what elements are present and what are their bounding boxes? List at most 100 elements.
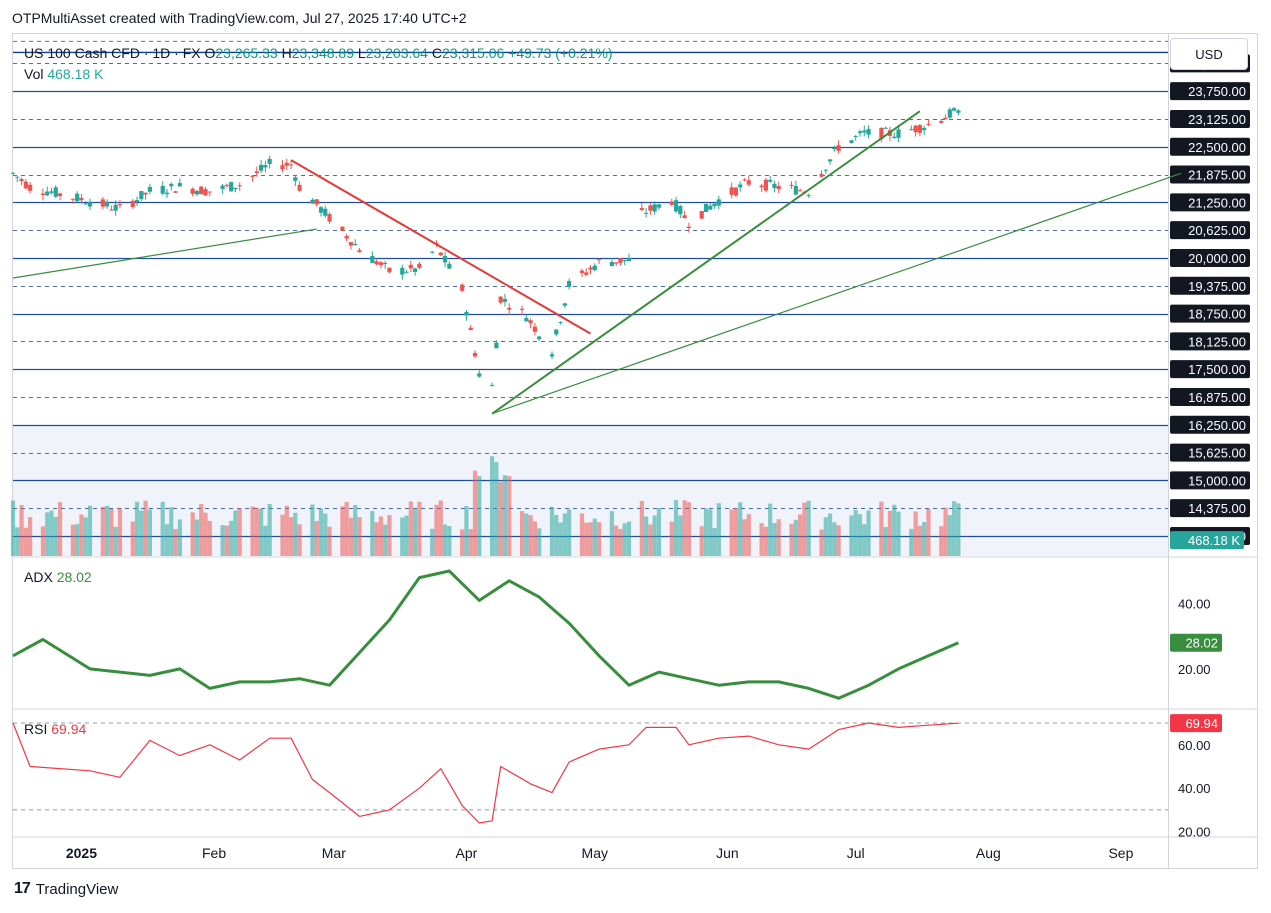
rsi-line[interactable]: [12, 722, 959, 824]
candle-body[interactable]: [524, 317, 529, 322]
candle-body[interactable]: [387, 267, 392, 273]
candle-body[interactable]: [678, 206, 683, 215]
candle-body[interactable]: [250, 175, 255, 177]
candle-body[interactable]: [913, 125, 918, 133]
candle-body[interactable]: [798, 190, 803, 192]
candle-body[interactable]: [438, 252, 443, 256]
candle-body[interactable]: [494, 342, 499, 349]
candle-body[interactable]: [284, 162, 289, 166]
candle-body[interactable]: [413, 268, 418, 272]
candle-body[interactable]: [682, 215, 687, 219]
candle-body[interactable]: [806, 195, 811, 197]
candle-body[interactable]: [789, 184, 794, 186]
candle-body[interactable]: [280, 165, 285, 170]
candle-body[interactable]: [109, 209, 114, 211]
candle-body[interactable]: [199, 186, 204, 195]
rsi-pane[interactable]: [13, 710, 1168, 836]
candle-body[interactable]: [404, 271, 409, 273]
trend-line[interactable]: [290, 159, 592, 335]
candle-body[interactable]: [926, 123, 931, 125]
candle-body[interactable]: [353, 244, 358, 246]
candle-body[interactable]: [310, 199, 315, 204]
candle-body[interactable]: [537, 336, 542, 340]
candle-body[interactable]: [370, 255, 375, 263]
candle-body[interactable]: [562, 303, 567, 306]
candle-body[interactable]: [130, 200, 135, 207]
candle-body[interactable]: [344, 235, 349, 239]
candle-body[interactable]: [297, 184, 302, 191]
candle-body[interactable]: [357, 250, 362, 253]
candle-body[interactable]: [596, 259, 602, 261]
candle-body[interactable]: [742, 179, 747, 181]
candle-body[interactable]: [318, 207, 324, 213]
candle-body[interactable]: [827, 159, 833, 162]
volume-legend[interactable]: Vol 468.18 K: [24, 66, 103, 82]
candle-body[interactable]: [763, 179, 768, 191]
candle-body[interactable]: [793, 186, 798, 195]
candle-body[interactable]: [490, 385, 495, 387]
candle-body[interactable]: [19, 179, 24, 182]
candle-body[interactable]: [892, 136, 897, 139]
candle-body[interactable]: [383, 262, 388, 264]
candle-body[interactable]: [896, 129, 901, 138]
candle-body[interactable]: [866, 129, 871, 135]
candle-body[interactable]: [836, 145, 841, 151]
currency-button[interactable]: USD: [1170, 38, 1248, 70]
candle-body[interactable]: [207, 191, 212, 193]
candle-body[interactable]: [652, 204, 657, 212]
candle-body[interactable]: [498, 296, 503, 303]
candle-body[interactable]: [340, 226, 345, 231]
candle-body[interactable]: [592, 265, 597, 271]
candle-body[interactable]: [883, 127, 888, 129]
candle-body[interactable]: [673, 200, 679, 212]
candle-body[interactable]: [712, 203, 717, 207]
candle-body[interactable]: [460, 284, 465, 291]
candle-body[interactable]: [143, 192, 148, 195]
candle-body[interactable]: [134, 200, 140, 203]
candle-body[interactable]: [87, 202, 93, 207]
candle-body[interactable]: [554, 329, 559, 335]
candle-body[interactable]: [853, 136, 858, 138]
candle-body[interactable]: [729, 187, 734, 195]
candle-body[interactable]: [327, 214, 332, 222]
candle-body[interactable]: [105, 201, 110, 207]
candle-body[interactable]: [922, 127, 927, 131]
symbol-ohlc-legend[interactable]: US 100 Cash CFD · 1D · FX O23,265.33 H23…: [24, 45, 612, 61]
candle-body[interactable]: [57, 193, 63, 196]
candle-body[interactable]: [862, 130, 867, 133]
candle-body[interactable]: [567, 280, 572, 287]
candle-body[interactable]: [917, 125, 922, 133]
candle-body[interactable]: [772, 183, 777, 188]
candle-body[interactable]: [733, 187, 739, 196]
candle-body[interactable]: [857, 131, 863, 134]
candle-body[interactable]: [177, 182, 182, 187]
candle-body[interactable]: [190, 188, 195, 194]
candle-body[interactable]: [45, 191, 50, 196]
candle-body[interactable]: [588, 267, 593, 270]
candle-body[interactable]: [254, 171, 259, 174]
candle-body[interactable]: [408, 264, 413, 269]
candle-body[interactable]: [53, 187, 58, 197]
candle-body[interactable]: [477, 373, 482, 377]
candle-body[interactable]: [549, 354, 555, 357]
candle-body[interactable]: [49, 191, 54, 193]
candle-body[interactable]: [639, 208, 644, 211]
candle-body[interactable]: [644, 212, 649, 214]
candle-body[interactable]: [194, 191, 200, 195]
candle-body[interactable]: [507, 307, 512, 310]
candle-body[interactable]: [939, 120, 944, 123]
candle-body[interactable]: [113, 204, 118, 211]
candle-body[interactable]: [259, 164, 264, 171]
footer[interactable]: 17 TradingView: [14, 880, 118, 898]
candle-body[interactable]: [823, 169, 828, 171]
candle-body[interactable]: [528, 320, 533, 324]
candle-body[interactable]: [348, 242, 354, 246]
candle-body[interactable]: [164, 192, 170, 195]
candle-body[interactable]: [519, 308, 525, 310]
candle-body[interactable]: [400, 267, 405, 275]
candle-body[interactable]: [716, 199, 721, 206]
candle-body[interactable]: [83, 203, 88, 205]
adx-legend[interactable]: ADX 28.02: [24, 569, 92, 585]
candle-body[interactable]: [622, 259, 627, 262]
